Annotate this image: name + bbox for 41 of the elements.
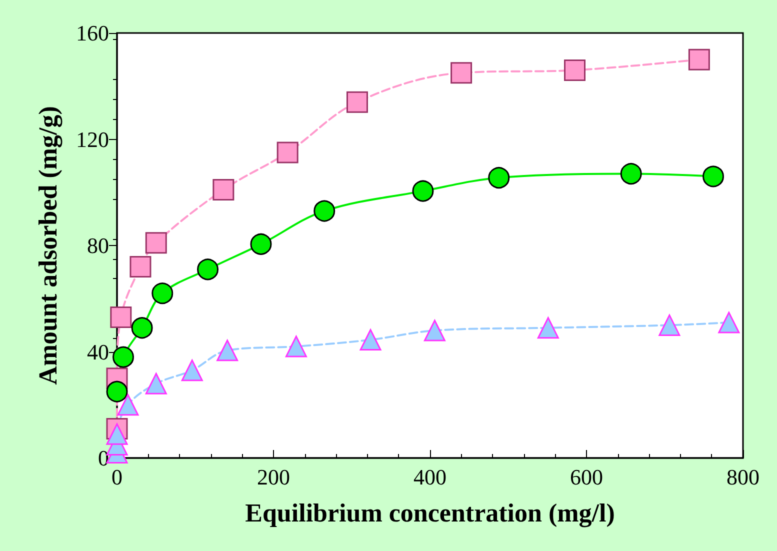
point: [181, 360, 203, 382]
x-axis-title: Equilibrium concentration (mg/l): [245, 498, 615, 528]
y-tick-label: 40: [87, 339, 109, 364]
point: [106, 423, 128, 445]
point: [145, 372, 167, 394]
y-axis-title: Amount adsorbed (mg/g): [34, 106, 62, 385]
point: [450, 62, 472, 84]
x-tick-label: 200: [257, 464, 290, 490]
point: [702, 166, 724, 188]
point: [718, 312, 740, 334]
point: [346, 91, 368, 113]
point: [130, 256, 152, 278]
y-tick-label: 80: [87, 233, 109, 258]
x-tick-label: 400: [414, 464, 446, 490]
point: [314, 200, 336, 222]
point: [688, 48, 710, 70]
point: [145, 232, 167, 254]
point: [285, 336, 307, 358]
x-tick-label: 600: [570, 464, 603, 490]
point: [564, 59, 586, 81]
point: [360, 329, 382, 351]
point: [216, 340, 238, 362]
point: [276, 142, 298, 164]
point: [620, 163, 642, 185]
point: [152, 282, 174, 304]
point: [488, 167, 510, 189]
point: [131, 317, 153, 339]
point: [658, 314, 680, 336]
point: [112, 346, 134, 368]
point: [110, 306, 132, 328]
point: [212, 178, 234, 200]
point: [106, 380, 128, 402]
point: [424, 320, 446, 342]
point: [197, 258, 219, 280]
y-tick-label: 120: [76, 126, 109, 152]
point: [250, 233, 272, 255]
y-tick-label: 160: [76, 20, 109, 46]
point: [412, 180, 434, 202]
point: [117, 394, 139, 416]
point: [537, 317, 559, 339]
x-tick-label: 800: [726, 464, 760, 490]
